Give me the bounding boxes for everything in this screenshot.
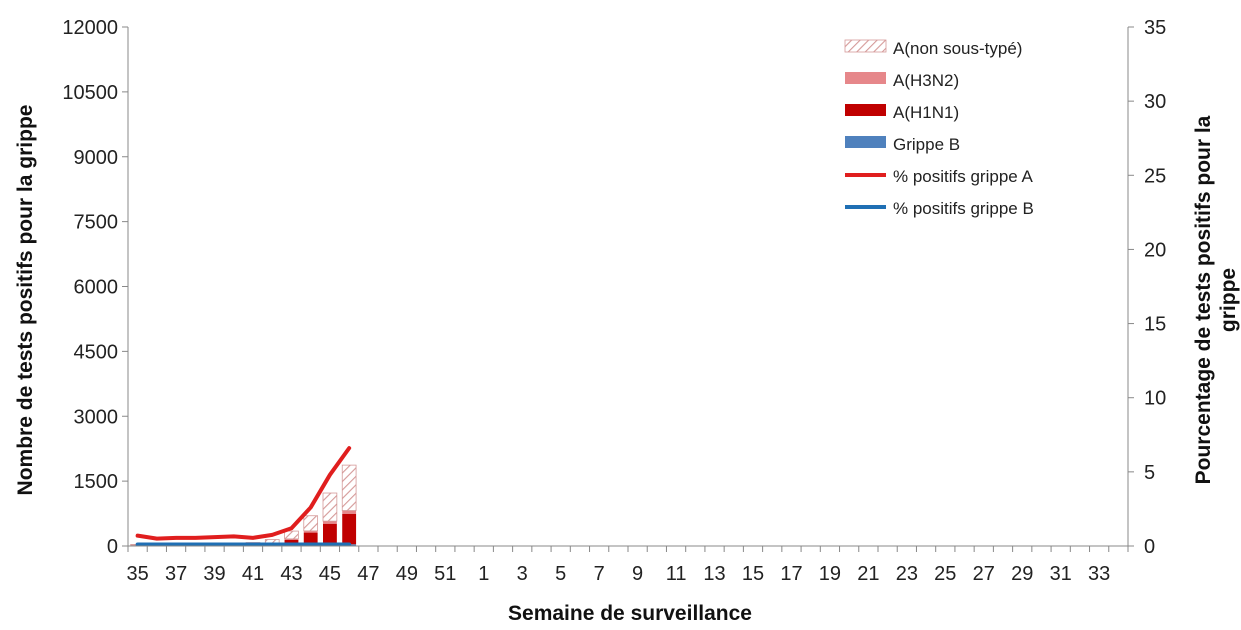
legend-label: % positifs grippe B xyxy=(893,199,1034,218)
x-tick-label: 5 xyxy=(555,563,566,585)
right-tick-label: 15 xyxy=(1144,314,1166,336)
x-tick-label: 25 xyxy=(934,563,956,585)
bar-a-h3n2--week-43 xyxy=(284,538,299,540)
legend-label: Grippe B xyxy=(893,135,960,154)
legend-label: A(H3N2) xyxy=(893,71,959,90)
right-tick-label: 25 xyxy=(1144,165,1166,187)
left-tick-label: 3000 xyxy=(74,406,119,428)
legend-swatch xyxy=(845,136,886,148)
bar-a-non-sous-typ--week-44 xyxy=(303,515,319,532)
legend-swatch xyxy=(844,39,887,53)
x-tick-label: 35 xyxy=(126,563,148,585)
legend-swatch xyxy=(845,104,886,116)
bar-a-h3n2--week-45 xyxy=(323,521,337,524)
axes: 0 1500 3000 4500 6000 7500 9000 10500 12000 0 5 10 1… xyxy=(62,17,1166,585)
x-tick-label: 21 xyxy=(857,563,879,585)
x-tick-label: 43 xyxy=(280,563,302,585)
right-tick-label: 20 xyxy=(1144,239,1166,261)
x-tick-label: 45 xyxy=(319,563,341,585)
x-tick-label: 7 xyxy=(594,563,605,585)
right-tick-label: 10 xyxy=(1144,388,1166,410)
x-tick-label: 31 xyxy=(1050,563,1072,585)
left-tick-label: 4500 xyxy=(74,341,119,363)
x-tick-label: 13 xyxy=(703,563,725,585)
x-tick-label: 29 xyxy=(1011,563,1033,585)
right-tick-label: 35 xyxy=(1144,17,1166,39)
legend-label: A(H1N1) xyxy=(893,103,959,122)
bar-a-h1n1--week-43 xyxy=(284,539,299,545)
x-tick-label: 3 xyxy=(517,563,528,585)
left-tick-label: 9000 xyxy=(74,147,119,169)
x-tick-label: 9 xyxy=(632,563,643,585)
x-tick-label: 33 xyxy=(1088,563,1110,585)
x-tick-label: 23 xyxy=(896,563,918,585)
x-tick-label: 41 xyxy=(242,563,264,585)
right-axis-label-line2: grippe xyxy=(1217,268,1240,332)
bar-a-h1n1--week-44 xyxy=(303,532,318,545)
bar-a-h3n2--week-44 xyxy=(303,530,318,533)
left-tick-label: 7500 xyxy=(74,212,119,234)
plot-area xyxy=(130,446,357,547)
left-tick-label: 6000 xyxy=(74,277,119,299)
bar-a-h3n2--week-46 xyxy=(342,510,357,514)
legend-label: A(non sous-typé) xyxy=(893,39,1022,58)
x-axis-label: Semaine de surveillance xyxy=(508,602,752,625)
left-tick-label: 0 xyxy=(107,536,118,558)
bar-a-non-sous-typ--week-45 xyxy=(322,492,338,522)
left-tick-label: 1500 xyxy=(74,471,119,493)
x-tick-label: 49 xyxy=(396,563,418,585)
x-tick-label: 19 xyxy=(819,563,841,585)
right-tick-label: 5 xyxy=(1144,462,1155,484)
left-tick-label: 10500 xyxy=(62,82,118,104)
bar-a-non-sous-typ--week-43 xyxy=(284,530,299,540)
x-tick-label: 1 xyxy=(478,563,489,585)
legend: A(non sous-typé) A(H3N2) A(H1N1) Grippe B % … xyxy=(844,39,1034,218)
bar-a-h1n1--week-46 xyxy=(342,514,357,545)
bar-a-non-sous-typ--week-46 xyxy=(341,464,357,511)
right-axis-label-line1: Pourcentage de tests positifs pour la xyxy=(1192,115,1215,484)
left-tick-label: 12000 xyxy=(62,17,118,39)
bar-a-non-sous-typ--week-42 xyxy=(264,539,280,544)
x-tick-label: 15 xyxy=(742,563,764,585)
line--positifs-grippe-a xyxy=(135,446,352,541)
left-axis-label: Nombre de tests positifs pour la grippe xyxy=(14,105,37,496)
bar-a-h1n1--week-45 xyxy=(323,523,337,545)
x-tick-label: 39 xyxy=(203,563,225,585)
x-tick-label: 17 xyxy=(780,563,802,585)
x-tick-label: 47 xyxy=(357,563,379,585)
legend-swatch xyxy=(845,72,886,84)
right-tick-label: 30 xyxy=(1144,91,1166,113)
x-tick-label: 11 xyxy=(666,563,687,585)
x-tick-label: 27 xyxy=(973,563,995,585)
x-tick-label: 37 xyxy=(165,563,187,585)
right-tick-label: 0 xyxy=(1144,536,1155,558)
legend-label: % positifs grippe A xyxy=(893,167,1034,186)
x-tick-label: 51 xyxy=(434,563,456,585)
